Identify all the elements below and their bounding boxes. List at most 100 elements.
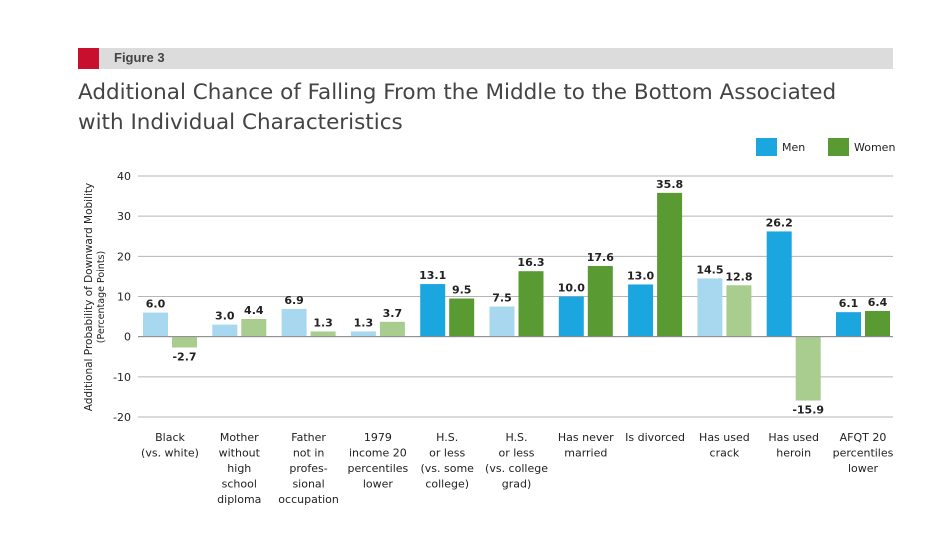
category-label-line: or less <box>498 447 534 460</box>
data-label-women-8: 12.8 <box>725 270 752 283</box>
category-label-1: Mother without high school diploma <box>217 431 261 506</box>
data-labels: 6.0 3.0 6.9 1.3 13.1 7.5 10.0 13.0 14.5 26.2 6.1 -2… <box>146 178 888 417</box>
category-label-line: (vs. some <box>420 462 474 475</box>
data-label-men-1: 3.0 <box>215 310 235 323</box>
data-label-men-9: 26.2 <box>766 216 793 229</box>
category-label-line: occupation <box>278 493 339 506</box>
data-label-women-10: 6.4 <box>868 296 888 309</box>
data-label-men-7: 13.0 <box>627 269 654 282</box>
category-label-line: Has used <box>768 431 819 444</box>
category-label-line: percentiles <box>348 462 409 475</box>
y-tick-label: 10 <box>117 291 131 304</box>
category-label-9: Has used heroin <box>768 431 819 460</box>
legend-label-men: Men <box>782 141 805 154</box>
category-label-0: Black (vs. white) <box>141 431 199 460</box>
data-label-men-10: 6.1 <box>839 297 859 310</box>
category-label-line: profes- <box>289 462 327 475</box>
bar-men-7 <box>628 284 654 337</box>
y-axis: 40 30 20 10 0 -10 -20 Additional Probability of… <box>83 170 131 424</box>
category-label-3: 1979 income 20 percentiles lower <box>348 431 409 491</box>
category-label-line: Has never <box>558 431 614 444</box>
category-label-line: Mother <box>220 431 259 444</box>
y-axis-label-line-1: Additional Probability of Downward Mobil… <box>83 183 95 412</box>
category-label-line: high <box>227 462 251 475</box>
data-label-men-5: 7.5 <box>492 292 512 305</box>
category-label-line: percentiles <box>833 447 894 460</box>
category-label-line: heroin <box>776 447 811 460</box>
bar-men-3 <box>350 331 376 337</box>
data-label-women-1: 4.4 <box>244 304 264 317</box>
data-label-women-2: 1.3 <box>313 316 333 329</box>
y-tick-label: 40 <box>117 170 131 183</box>
category-label-line: not in <box>293 447 325 460</box>
category-label-line: grad) <box>502 478 532 491</box>
category-label-8: Has used crack <box>699 431 750 460</box>
data-label-women-0: -2.7 <box>172 351 196 364</box>
category-label-line: lower <box>848 462 879 475</box>
y-tick-label: -20 <box>113 411 131 424</box>
category-label-6: Has never married <box>558 431 614 460</box>
bar-men-9 <box>766 231 792 337</box>
bar-women-9 <box>795 336 821 401</box>
bar-women-6 <box>587 265 613 337</box>
data-label-women-4: 9.5 <box>452 284 472 297</box>
figure-header-bar: Figure 3 <box>78 48 893 69</box>
category-label-5: H.S. or less (vs. college grad) <box>485 431 548 491</box>
bar-women-8 <box>726 285 752 337</box>
category-label-line: income 20 <box>349 447 407 460</box>
data-label-men-2: 6.9 <box>284 294 304 307</box>
y-axis-label-line-2: (Percentage Points) <box>96 251 107 343</box>
data-label-women-3: 3.7 <box>383 307 403 320</box>
category-label-line: or less <box>429 447 465 460</box>
figure-accent-square <box>78 48 99 69</box>
category-label-line: H.S. <box>436 431 458 444</box>
category-label-line: sional <box>292 478 324 491</box>
bar-men-8 <box>697 278 723 337</box>
category-label-line: Black <box>155 431 185 444</box>
bars <box>138 192 893 401</box>
chart-title-line-2: with Individual Characteristics <box>78 110 403 135</box>
category-label-line: AFQT 20 <box>840 431 887 444</box>
bar-women-4 <box>449 298 475 337</box>
category-label-line: without <box>219 447 261 460</box>
bar-women-7 <box>657 192 683 337</box>
chart-title-line-1: Additional Chance of Falling From the Mi… <box>78 80 837 105</box>
category-label-7: Is divorced <box>625 431 685 444</box>
bar-men-5 <box>489 306 515 337</box>
category-label-line: school <box>222 478 257 491</box>
bar-women-1 <box>241 318 267 337</box>
y-tick-label: 30 <box>117 210 131 223</box>
category-label-line: college) <box>425 478 469 491</box>
bar-men-0 <box>143 312 168 337</box>
legend-swatch-men <box>756 138 777 156</box>
data-label-men-4: 13.1 <box>419 269 446 282</box>
category-label-line: 1979 <box>364 431 392 444</box>
category-label-line: Has used <box>699 431 750 444</box>
x-axis-categories: Black (vs. white) Mother without high school d… <box>141 431 894 506</box>
legend-swatch-women <box>828 138 849 156</box>
category-label-10: AFQT 20 percentiles lower <box>833 431 894 475</box>
data-label-men-0: 6.0 <box>146 298 166 311</box>
legend-label-women: Women <box>854 141 895 154</box>
category-label-2: Father not in profes-sional occupation <box>278 431 339 506</box>
data-label-women-6: 17.6 <box>587 251 614 264</box>
category-label-line: lower <box>363 478 394 491</box>
bar-women-0 <box>172 336 197 348</box>
figure-label: Figure 3 <box>114 50 165 65</box>
chart-title: Additional Chance of Falling From the Mi… <box>78 78 878 138</box>
category-label-line: Is divorced <box>625 431 685 444</box>
category-label-line: (vs. white) <box>141 447 199 460</box>
bar-men-10 <box>836 312 861 337</box>
category-label-line: married <box>564 447 607 460</box>
bar-women-10 <box>865 310 890 337</box>
data-label-men-3: 1.3 <box>354 316 374 329</box>
category-label-line: (vs. college <box>485 462 548 475</box>
data-label-men-8: 14.5 <box>696 263 723 276</box>
bar-women-5 <box>518 271 544 337</box>
bar-men-1 <box>212 324 238 337</box>
category-label-line: crack <box>710 447 740 460</box>
bar-women-2 <box>310 331 336 337</box>
data-label-women-9: -15.9 <box>792 404 824 417</box>
bar-women-3 <box>379 321 405 337</box>
